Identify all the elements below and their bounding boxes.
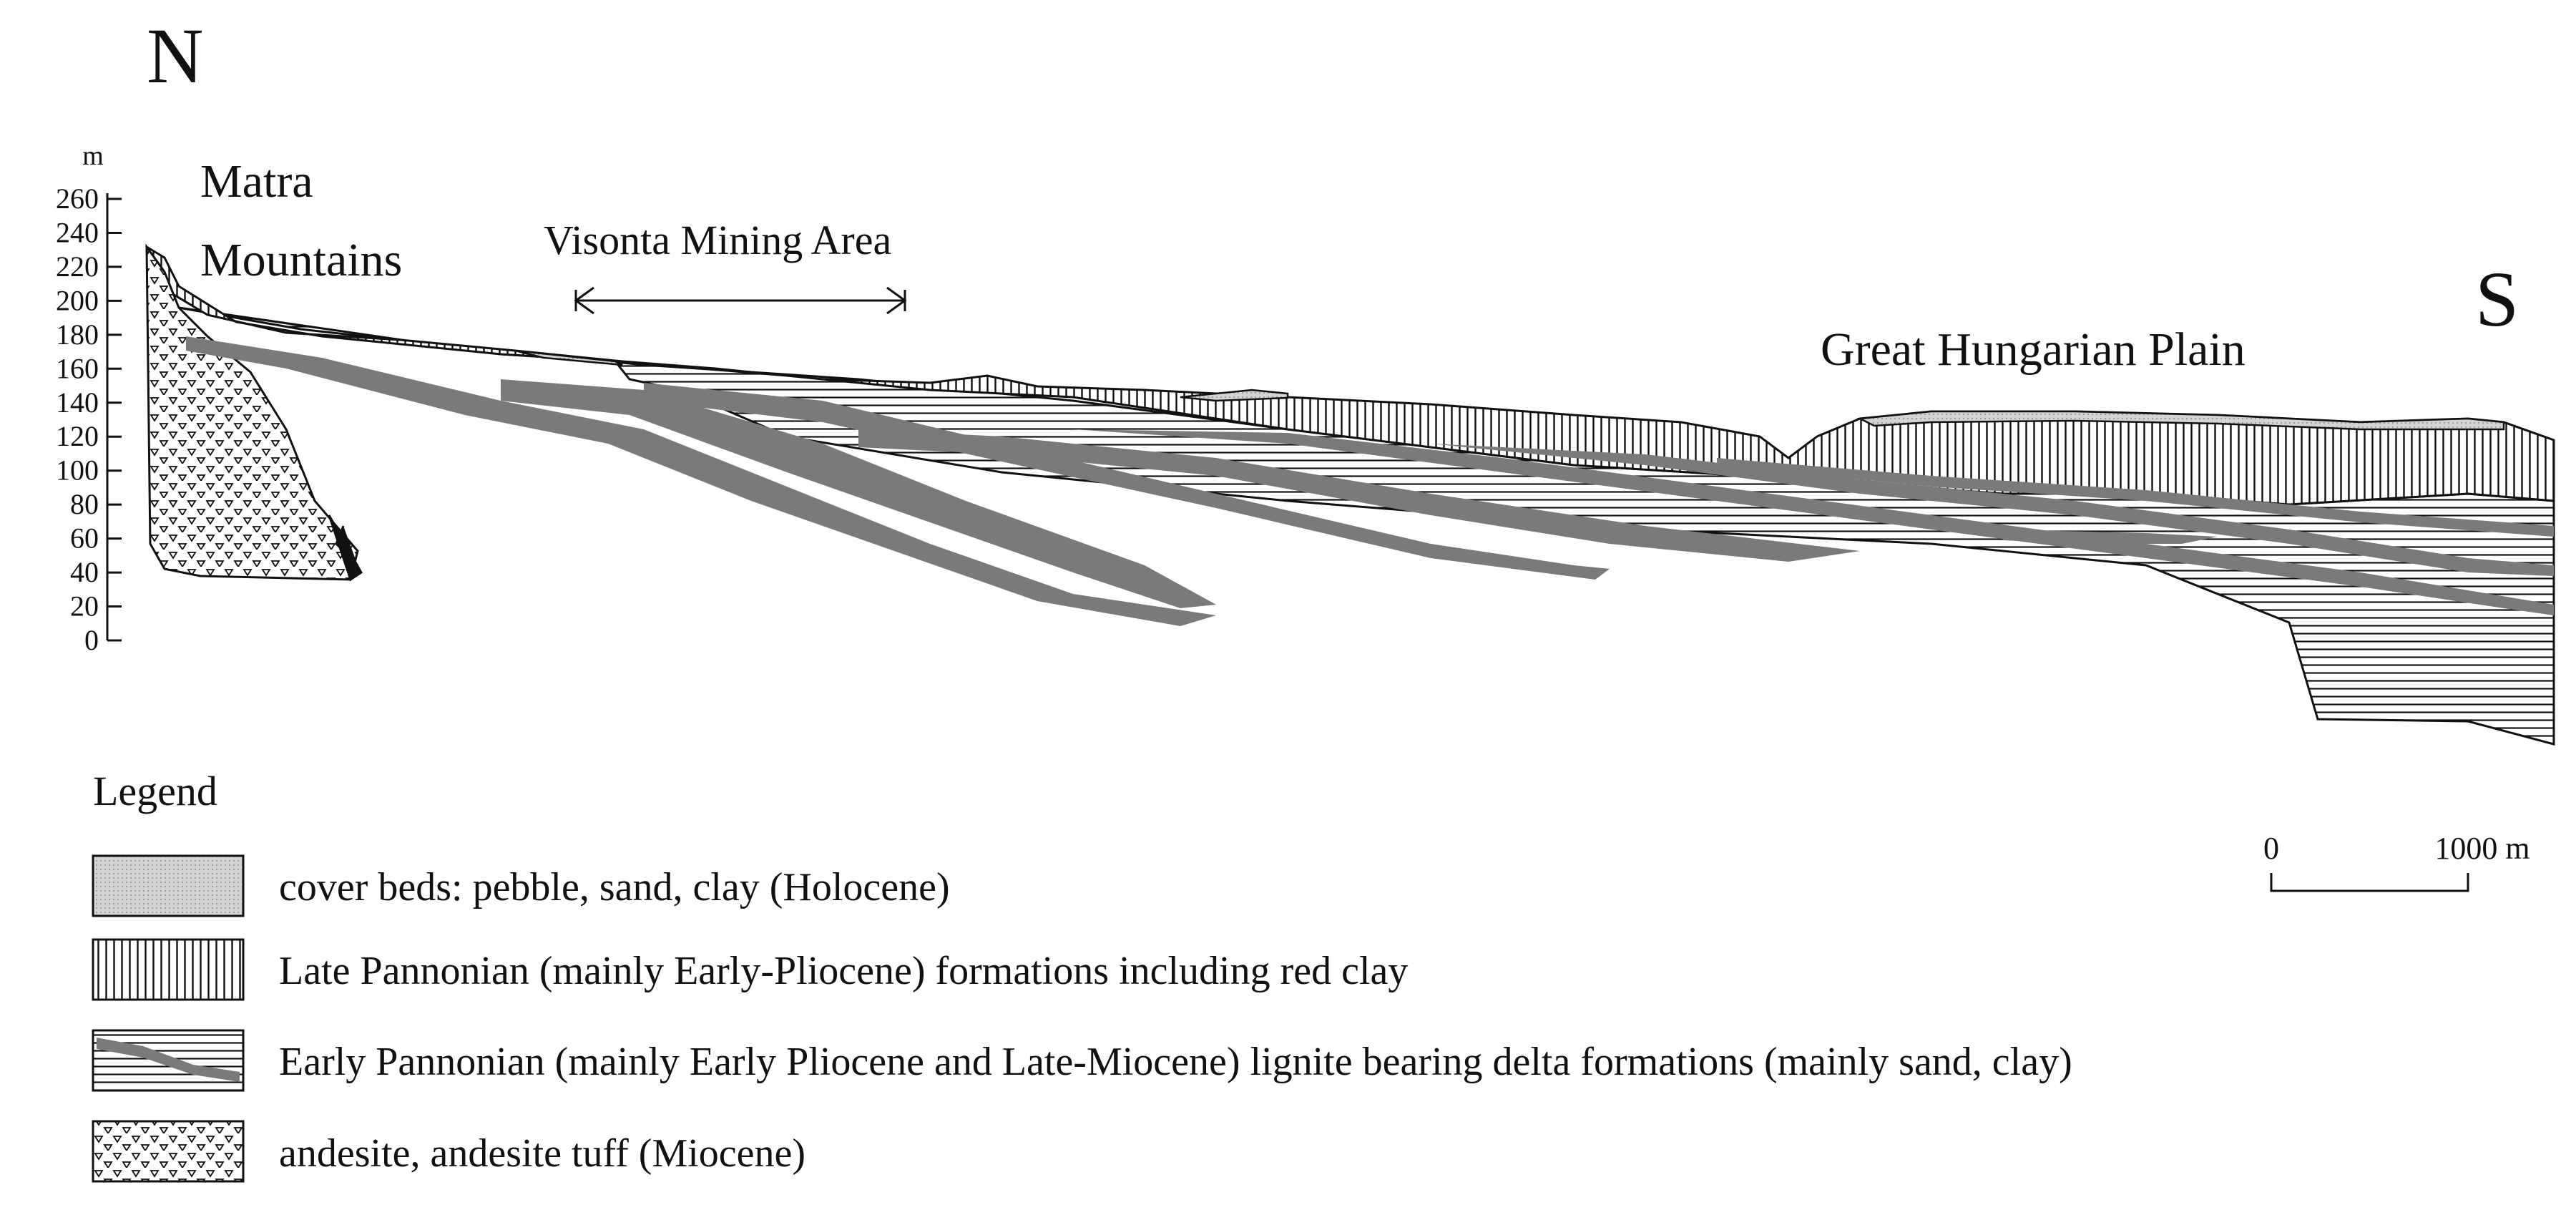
matra-label-line1: Matra <box>200 155 313 208</box>
axis-tick-label-100: 100 <box>56 454 99 487</box>
cover-beds-patch-2 <box>1180 389 1289 402</box>
cover-beds-patch-3 <box>1856 410 2505 431</box>
scale-bar-start: 0 <box>2263 831 2279 866</box>
axis-tick-label-220: 220 <box>56 250 99 283</box>
legend-title: Legend <box>93 768 217 814</box>
legend-swatch-cover-beds <box>92 854 245 917</box>
axis-tick-label-60: 60 <box>70 522 99 555</box>
axis-tick-label-120: 120 <box>56 420 99 452</box>
axis-tick-label-0: 0 <box>84 624 99 656</box>
cover-beds-patch-1 <box>514 349 623 366</box>
andesite-body <box>145 243 359 581</box>
visonta-label: Visonta Mining Area <box>544 217 891 263</box>
axis-tick-label-160: 160 <box>56 352 99 384</box>
great-plain-label: Great Hungarian Plain <box>1821 323 2246 376</box>
legend-text-late-pannonian: Late Pannonian (mainly Early-Pliocene) f… <box>279 949 1408 993</box>
axis-unit-label: m <box>82 141 104 171</box>
south-label: S <box>2475 255 2519 343</box>
legend-text-andesite: andesite, andesite tuff (Miocene) <box>279 1131 805 1176</box>
fault-arrow <box>328 514 363 582</box>
axis-tick-label-260: 260 <box>56 182 99 215</box>
legend-swatch-late-pannonian <box>92 938 245 1001</box>
axis-tick-label-140: 140 <box>56 386 99 419</box>
axis-tick-label-40: 40 <box>70 556 99 588</box>
axis-tick-label-240: 240 <box>56 216 99 248</box>
matra-label-line2: Mountains <box>200 234 402 286</box>
legend-text-cover-beds: cover beds: pebble, sand, clay (Holocene… <box>279 865 950 909</box>
lignite-seams <box>186 336 2554 626</box>
axis-tick-label-80: 80 <box>70 488 99 520</box>
axis-tick-label-180: 180 <box>56 318 99 351</box>
visonta-extent-arrow <box>574 286 907 315</box>
axis-tick-marks <box>107 197 122 642</box>
legend-text-early-pannonian: Early Pannonian (mainly Early Pliocene a… <box>279 1040 2072 1084</box>
scale-bar: 0 1000 m <box>2263 831 2530 892</box>
north-label: N <box>147 12 203 99</box>
axis-tick-label-20: 20 <box>70 590 99 623</box>
legend-swatch-early-pannonian <box>92 1029 245 1092</box>
scale-bar-end: 1000 m <box>2434 831 2530 866</box>
legend: Legend cover beds: pebble, sand, clay (H… <box>92 768 2072 1183</box>
legend-swatch-andesite <box>92 1120 245 1183</box>
axis-tick-label-200: 200 <box>56 284 99 316</box>
